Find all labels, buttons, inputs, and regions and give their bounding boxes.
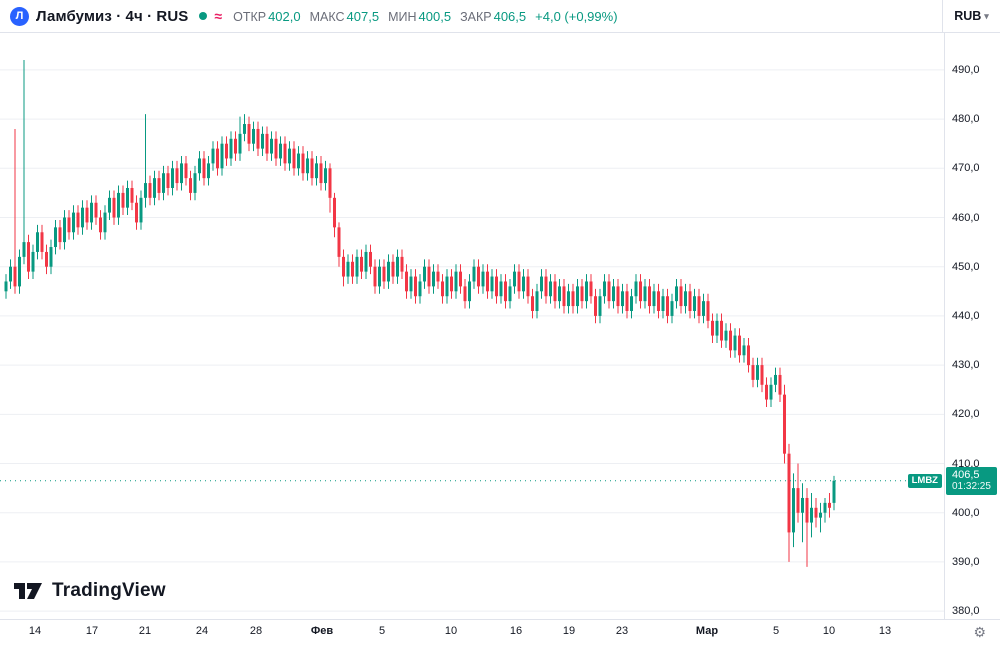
symbol-info: Л Ламбумиз · 4ч · RUS ≈ ОТКР 402,0 МАКС … (0, 6, 618, 26)
chevron-down-icon: ▾ (984, 10, 989, 21)
y-axis-tick: 450,0 (952, 260, 980, 273)
y-axis-tick: 420,0 (952, 408, 980, 421)
y-axis-tick: 440,0 (952, 309, 980, 322)
chart-header: Л Ламбумиз · 4ч · RUS ≈ ОТКР 402,0 МАКС … (0, 0, 1000, 33)
x-axis-tick: 14 (28, 625, 42, 637)
low-value: 400,5 (418, 8, 452, 24)
y-axis-tick: 400,0 (952, 506, 980, 519)
price-change: +4,0 (+0,99%) (535, 8, 618, 24)
market-status-icon (199, 12, 208, 20)
header-right: RUB ▾ (942, 0, 1000, 32)
x-axis-tick: 17 (85, 625, 99, 637)
ohlc-values: ОТКР 402,0 МАКС 407,5 МИН 400,5 ЗАКР 406… (233, 9, 617, 24)
x-axis-tick: 23 (615, 625, 629, 637)
y-axis-tick: 470,0 (952, 162, 980, 175)
x-axis-tick: 28 (249, 625, 263, 637)
close-field: ЗАКР 406,5 (460, 9, 526, 24)
tradingview-logo[interactable]: TradingView (14, 579, 166, 603)
y-axis-tick: 430,0 (952, 359, 980, 372)
y-axis-tick: 460,0 (952, 211, 980, 224)
open-label: ОТКР (233, 9, 267, 24)
instrument-logo-icon[interactable]: Л (10, 6, 29, 26)
x-axis-tick: 21 (138, 625, 152, 637)
x-axis-tick: Фев (310, 625, 334, 637)
y-axis-tick: 380,0 (952, 605, 980, 618)
x-axis-tick: 10 (444, 625, 458, 637)
last-price-badge: 406,5 01:32:25 (946, 466, 997, 495)
y-axis-tick: 390,0 (952, 555, 980, 568)
bar-countdown: 01:32:25 (952, 480, 991, 492)
y-axis-tick: 410,0 (952, 457, 980, 470)
price-axis[interactable]: 406,5 01:32:25 490,0 480,0 470,0 460,0 450,0… (944, 33, 1000, 619)
ticker-tag: LMBZ (907, 473, 942, 488)
tradingview-logo-icon (14, 583, 42, 599)
time-axis[interactable]: ⚙ 14 17 21 24 28 Фев 5 10 16 19 23 Мар 5 10 13 (0, 619, 1000, 645)
x-axis-tick: 10 (822, 625, 836, 637)
low-field: МИН 400,5 (388, 9, 451, 24)
last-price-value: 406,5 (952, 468, 980, 481)
x-axis-tick: 24 (195, 625, 209, 637)
x-axis-tick: 5 (378, 625, 386, 637)
close-value: 406,5 (493, 8, 527, 24)
y-axis-tick: 480,0 (952, 113, 980, 126)
x-axis-tick: 13 (878, 625, 892, 637)
low-label: МИН (388, 9, 417, 24)
chart-canvas[interactable]: LMBZ TradingView (0, 33, 944, 619)
high-field: МАКС 407,5 (310, 9, 379, 24)
settings-gear-icon[interactable]: ⚙ (973, 624, 986, 640)
close-label: ЗАКР (460, 9, 492, 24)
tradingview-logo-text: TradingView (52, 580, 166, 601)
currency-label: RUB (954, 9, 982, 23)
chart-area: LMBZ TradingView 406,5 01:32:25 490,0 480… (0, 33, 1000, 619)
x-axis-tick: 5 (772, 625, 780, 637)
x-axis-tick: 19 (562, 625, 576, 637)
x-axis-tick: Мар (695, 625, 719, 637)
symbol-title[interactable]: Ламбумиз · 4ч · RUS (36, 7, 189, 25)
candlestick-chart[interactable] (0, 33, 944, 619)
high-value: 407,5 (346, 8, 380, 24)
open-value: 402,0 (268, 8, 301, 24)
delayed-data-icon: ≈ (214, 8, 223, 24)
high-label: МАКС (309, 9, 345, 24)
currency-selector[interactable]: RUB ▾ (942, 0, 1000, 32)
y-axis-tick: 490,0 (952, 63, 980, 76)
open-field: ОТКР 402,0 (233, 9, 301, 24)
x-axis-tick: 16 (509, 625, 523, 637)
